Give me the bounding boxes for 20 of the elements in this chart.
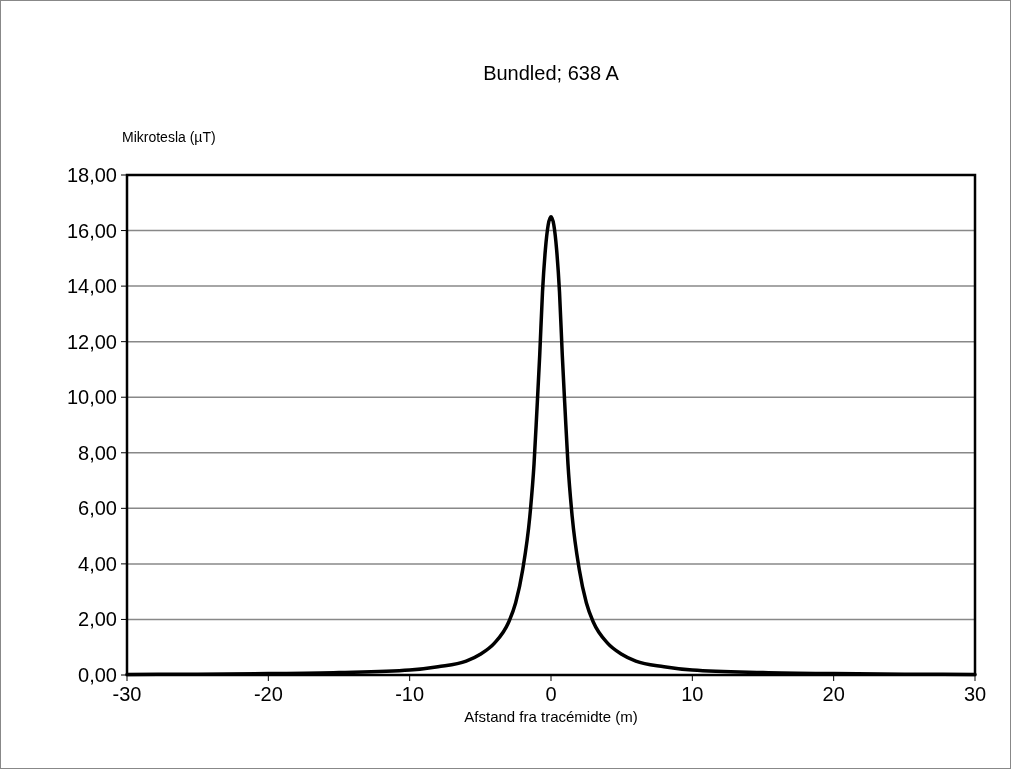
y-tick-label: 4,00 xyxy=(78,552,117,575)
y-tick-label: 12,00 xyxy=(66,330,117,353)
x-axis-title: Afstand fra tracémidte (m) xyxy=(464,708,638,725)
x-tick-label: 30 xyxy=(963,683,987,705)
y-tick-label: 2,00 xyxy=(78,608,117,631)
y-tick-label: 18,00 xyxy=(66,164,117,186)
y-tick-label: 14,00 xyxy=(66,275,117,298)
y-tick-label: 0,00 xyxy=(78,664,117,686)
y-tick-label: 8,00 xyxy=(78,441,117,464)
x-tick-label: -30 xyxy=(112,683,142,705)
y-tick-label: 16,00 xyxy=(66,219,117,242)
x-tick-label: 0 xyxy=(545,683,557,705)
x-tick-label: -10 xyxy=(395,683,425,705)
x-tick-label: 10 xyxy=(681,683,704,705)
chart-title: Bundled; 638 A xyxy=(483,62,620,84)
y-tick-label: 10,00 xyxy=(66,386,117,409)
y-tick-label: 6,00 xyxy=(78,497,117,520)
y-axis-title: Mikrotesla (µT) xyxy=(122,129,216,145)
x-tick-label: 20 xyxy=(822,683,845,705)
x-tick-label: -20 xyxy=(253,683,283,705)
